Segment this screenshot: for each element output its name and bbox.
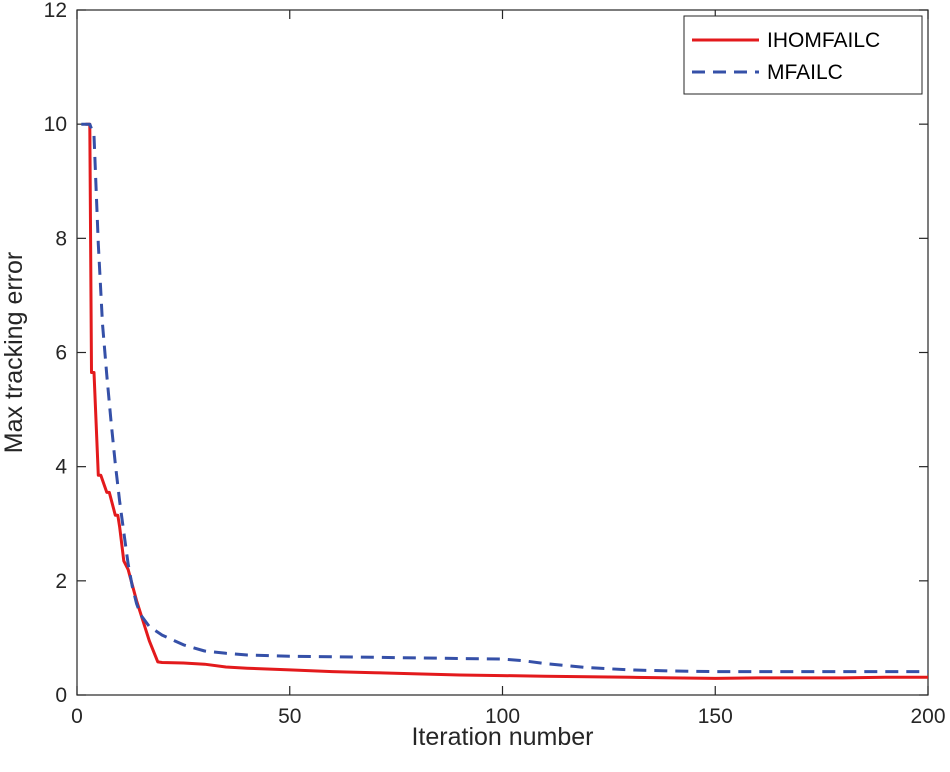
series-line-ihomfailc [85, 122, 928, 680]
y-axis-title: Max tracking error [0, 252, 28, 453]
x-tick-label: 200 [910, 705, 945, 728]
y-tick-label: 10 [44, 113, 67, 136]
plot-frame [76, 9, 929, 696]
y-tick-label: 2 [55, 570, 67, 593]
plot-area: 0 50 100 150 200 0 2 4 6 8 10 12 [44, 0, 946, 728]
y-tick-label: 8 [55, 227, 67, 250]
y-tick-label: 6 [55, 342, 67, 365]
x-tick-label: 100 [485, 705, 520, 728]
series-lines [81, 122, 928, 680]
legend-label-mfailc: MFAILC [767, 61, 843, 84]
x-axis-title: Iteration number [411, 723, 593, 751]
y-tick-label: 4 [55, 456, 67, 479]
axis-ticks: 0 50 100 150 200 0 2 4 6 8 10 12 [44, 0, 946, 728]
legend: IHOMFAILC MFAILC [683, 15, 923, 95]
x-tick-label: 150 [698, 705, 733, 728]
x-tick-label: 0 [71, 705, 83, 728]
legend-label-ihomfailc: IHOMFAILC [767, 29, 880, 52]
y-tick-label: 0 [55, 684, 67, 707]
series-line-mfailc [81, 122, 928, 674]
y-tick-label: 12 [44, 0, 67, 22]
legend-box [683, 15, 923, 95]
x-tick-label: 50 [278, 705, 301, 728]
